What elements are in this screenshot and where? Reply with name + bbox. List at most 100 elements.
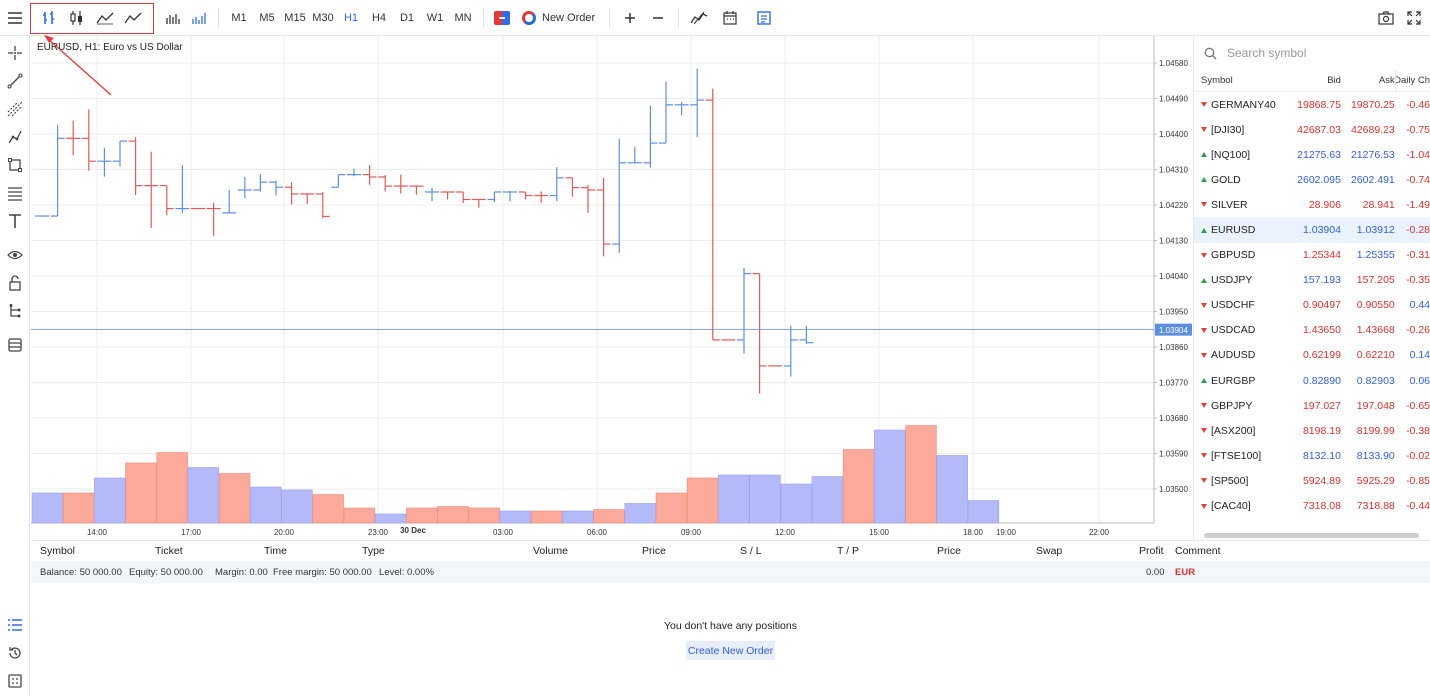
volume-bar: [936, 455, 968, 524]
watchlist-row[interactable]: [NQ100] 21275.63 21276.53 -1.04: [1194, 142, 1430, 167]
watchlist-row[interactable]: GBPJPY 197.027 197.048 -0.65: [1194, 393, 1430, 418]
symbol-name: GBPJPY: [1211, 399, 1253, 412]
zoom-in-icon[interactable]: [616, 4, 644, 32]
tick-chart-icon[interactable]: [160, 4, 186, 32]
header-daily-change[interactable]: Daily Ch: [1394, 70, 1430, 91]
positions-panel: Symbol Ticket Time Type Volume Price S /…: [31, 540, 1430, 696]
watchlist-row[interactable]: GERMANY40 19868.75 19870.25 -0.46: [1194, 92, 1430, 117]
watchlist-row[interactable]: EURGBP 0.82890 0.82903 0.06: [1194, 368, 1430, 393]
watchlist-row[interactable]: SILVER 28.906 28.941 -1.49: [1194, 192, 1430, 217]
timeframe-mn[interactable]: MN: [454, 11, 472, 24]
area-chart-icon[interactable]: [119, 4, 147, 32]
history-icon[interactable]: [4, 642, 26, 664]
timeframe-m30[interactable]: M30: [312, 11, 334, 24]
timeframe-w1[interactable]: W1: [426, 11, 444, 24]
volume-chart-icon[interactable]: [186, 4, 212, 32]
candlestick-chart-icon[interactable]: [63, 4, 91, 32]
col-volume[interactable]: Volume: [533, 545, 569, 557]
symbol-search[interactable]: [1194, 36, 1430, 70]
text-tool-icon[interactable]: [4, 210, 26, 232]
col-time[interactable]: Time: [264, 545, 287, 557]
watchlist-row[interactable]: USDCAD 1.43650 1.43668 -0.26: [1194, 318, 1430, 343]
col-profit[interactable]: Profit: [1139, 545, 1164, 557]
journal-icon[interactable]: [4, 670, 26, 692]
symbol-name: [DJI30]: [1211, 123, 1245, 136]
watchlist-row[interactable]: USDCHF 0.90497 0.90550 0.44: [1194, 293, 1430, 318]
col-comment[interactable]: Comment: [1175, 545, 1221, 557]
screenshot-icon[interactable]: [1372, 4, 1400, 32]
header-symbol[interactable]: Symbol: [1201, 75, 1233, 86]
col-open-price[interactable]: Price: [642, 545, 666, 557]
col-ticket[interactable]: Ticket: [155, 545, 183, 557]
templates-icon[interactable]: [747, 4, 781, 32]
positions-list-icon[interactable]: [4, 614, 26, 636]
timeframe-m5[interactable]: M5: [259, 11, 275, 24]
symbol-cell: GBPJPY: [1194, 400, 1288, 412]
col-swap[interactable]: Swap: [1036, 545, 1063, 557]
one-click-trading-icon[interactable]: [490, 4, 514, 32]
timeframe-h1[interactable]: H1: [343, 11, 359, 24]
watchlist-scrollbar[interactable]: [1204, 533, 1419, 538]
watchlist-row[interactable]: EURUSD 1.03904 1.03912 -0.28: [1194, 217, 1430, 243]
watchlist-row[interactable]: [ASX200] 8198.19 8199.99 -0.38: [1194, 418, 1430, 443]
menu-icon[interactable]: [1, 4, 29, 32]
new-order-label: New Order: [542, 11, 596, 24]
watchlist-row[interactable]: [SP500] 5924.89 5925.29 -0.85: [1194, 468, 1430, 493]
indicators-icon[interactable]: [685, 4, 713, 32]
watchlist-row[interactable]: GBPUSD 1.25344 1.25355 -0.31: [1194, 243, 1430, 268]
price-axis-label: 1.04400: [1159, 130, 1188, 139]
volume-bar: [343, 507, 376, 524]
lock-icon[interactable]: [4, 272, 26, 294]
header-ask[interactable]: Ask: [1378, 75, 1395, 86]
symbol-name: EURGBP: [1211, 374, 1256, 387]
watchlist-row[interactable]: GOLD 2602.095 2602.491 -0.74: [1194, 167, 1430, 192]
watchlist-row[interactable]: [FTSE100] 8132.10 8133.90 -0.02: [1194, 443, 1430, 468]
trend-line-icon[interactable]: [4, 70, 26, 92]
header-bid[interactable]: Bid: [1327, 75, 1341, 86]
price-chart[interactable]: 1.03904 1.04580 1.04490 1.04400 1.04310 1.042…: [31, 36, 1193, 540]
new-order-button[interactable]: New Order: [514, 4, 603, 32]
eye-icon[interactable]: [4, 244, 26, 266]
zoom-out-icon[interactable]: [644, 4, 672, 32]
col-take-profit[interactable]: T / P: [837, 545, 859, 557]
timeframe-m1[interactable]: M1: [231, 11, 247, 24]
timeframe-d1[interactable]: D1: [399, 11, 415, 24]
bid-price: 5924.89: [1302, 474, 1341, 487]
polyline-icon[interactable]: [4, 126, 26, 148]
fullscreen-icon[interactable]: [1400, 4, 1428, 32]
symbol-name: EURUSD: [1211, 224, 1256, 237]
crosshair-icon[interactable]: [4, 42, 26, 64]
bid-price: 197.027: [1302, 399, 1341, 412]
col-current-price[interactable]: Price: [937, 545, 961, 557]
time-axis-label: 06:00: [587, 528, 608, 537]
bid-price: 28.906: [1308, 198, 1341, 211]
volume-bar: [250, 486, 282, 524]
line-chart-icon[interactable]: [91, 4, 119, 32]
volume-bar: [312, 494, 344, 524]
watchlist-row[interactable]: [DJI30] 42687.03 42689.23 -0.75: [1194, 117, 1430, 142]
equity-value: Equity: 50 000.00: [129, 567, 203, 578]
watchlist-row[interactable]: [CAC40] 7318.08 7318.88 -0.44: [1194, 494, 1430, 519]
col-type[interactable]: Type: [362, 545, 385, 557]
daily-change: -0.35: [1406, 274, 1430, 287]
timeframe-h4[interactable]: H4: [371, 11, 387, 24]
price-up-icon: [1201, 378, 1207, 384]
create-new-order-button[interactable]: Create New Order: [686, 641, 775, 660]
calendar-icon[interactable]: [713, 4, 747, 32]
object-tree-icon[interactable]: [4, 300, 26, 322]
shapes-icon[interactable]: [4, 154, 26, 176]
watchlist-row[interactable]: AUDUSD 0.62199 0.62210 0.14: [1194, 343, 1430, 368]
time-axis-label: 23:00: [368, 528, 389, 537]
bar-chart-icon[interactable]: [35, 4, 63, 32]
search-input[interactable]: [1227, 46, 1407, 60]
watchlist-row[interactable]: USDJPY 157.193 157.205 -0.35: [1194, 268, 1430, 293]
col-stop-loss[interactable]: S / L: [740, 545, 762, 557]
timeframe-m15[interactable]: M15: [284, 11, 306, 24]
volume-bar: [406, 507, 438, 524]
layers-icon[interactable]: [4, 334, 26, 356]
col-symbol[interactable]: Symbol: [40, 545, 76, 557]
fibonacci-icon[interactable]: [4, 182, 26, 204]
symbol-cell: USDCHF: [1194, 299, 1288, 311]
volume-bar: [718, 474, 750, 524]
channel-icon[interactable]: [4, 98, 26, 120]
